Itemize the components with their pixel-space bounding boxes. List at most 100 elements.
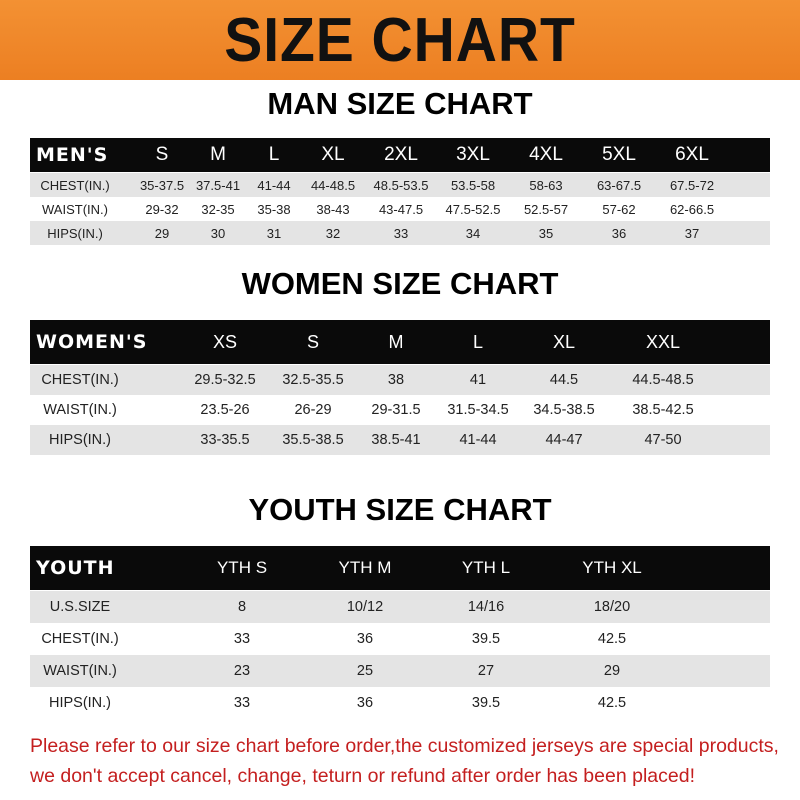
- table-cell: 41: [469, 372, 487, 388]
- row-label: HIPS(IN.): [48, 695, 112, 711]
- table-cell: 27: [477, 663, 495, 679]
- size-header: S: [306, 331, 320, 352]
- row-label: HIPS(IN.): [47, 225, 103, 241]
- table-row: CHEST(IN.) 29.5-32.5 32.5-35.5 38 41 44.5 44.5…: [30, 365, 770, 395]
- women-title: WOMEN SIZE CHART: [241, 266, 559, 301]
- row-label: CHEST(IN.): [41, 631, 119, 647]
- row-label: U.S.SIZE: [49, 599, 111, 615]
- table-cell: 10/12: [346, 599, 384, 615]
- table-cell: 14/16: [467, 599, 505, 615]
- table-cell: 37: [684, 225, 700, 241]
- table-row: HIPS(IN.) 33 36 39.5 42.5: [30, 687, 770, 719]
- table-cell: 33-35.5: [200, 432, 250, 448]
- table-cell: 47-50: [644, 432, 682, 448]
- table-cell: 35-38: [257, 201, 291, 217]
- table-cell: 33: [233, 695, 251, 711]
- table-cell: 32-35: [201, 201, 235, 217]
- table-cell: 31.5-34.5: [447, 402, 509, 418]
- table-cell: 42.5: [597, 631, 627, 647]
- table-cell: 23: [233, 663, 251, 679]
- men-title: MAN SIZE CHART: [267, 86, 533, 121]
- table-cell: 52.5-57: [523, 201, 569, 217]
- table-cell: 32: [325, 225, 341, 241]
- table-cell: 37.5-41: [195, 177, 241, 193]
- size-header: S: [155, 144, 169, 165]
- header-label: WOMEN'S: [36, 331, 148, 353]
- row-label: WAIST(IN.): [42, 201, 108, 217]
- table-cell: 29: [603, 663, 621, 679]
- table-cell: 44-47: [545, 432, 583, 448]
- table-row: WAIST(IN.) 23.5-26 26-29 29-31.5 31.5-34.5 34…: [30, 395, 770, 425]
- table-cell: 29-32: [145, 201, 179, 217]
- row-label: WAIST(IN.): [43, 402, 117, 418]
- table-cell: 48.5-53.5: [373, 177, 429, 193]
- banner-title: SIZE CHART: [224, 5, 576, 75]
- table-cell: 58-63: [529, 177, 563, 193]
- size-header: XL: [321, 144, 345, 165]
- header-row: YOUTH YTH S YTH M YTH L YTH XL: [30, 546, 770, 590]
- table-cell: 34: [465, 225, 481, 241]
- size-header: YTH M: [338, 558, 392, 577]
- size-header: M: [388, 331, 404, 352]
- table-cell: 35-37.5: [139, 177, 185, 193]
- table-cell: 29.5-32.5: [194, 372, 256, 388]
- table-cell: 32.5-35.5: [282, 372, 344, 388]
- table-cell: 62-66.5: [669, 201, 715, 217]
- table-row: HIPS(IN.) 29 30 31 32 33 34 35 36 37: [30, 221, 770, 245]
- table-cell: 44-48.5: [310, 177, 356, 193]
- row-label: CHEST(IN.): [40, 177, 110, 193]
- table-cell: 36: [611, 225, 627, 241]
- header-label: YOUTH: [36, 557, 115, 579]
- size-header: 2XL: [384, 144, 418, 165]
- table-cell: 36: [356, 695, 374, 711]
- header-label: MEN'S: [36, 144, 109, 166]
- table-cell: 39.5: [471, 695, 501, 711]
- table-cell: 38-43: [316, 201, 350, 217]
- header-row: MEN'S S M L XL 2XL 3XL 4XL 5XL 6XL: [30, 138, 770, 172]
- size-header: 6XL: [675, 144, 709, 165]
- size-header: 4XL: [529, 144, 563, 165]
- table-row: U.S.SIZE 8 10/12 14/16 18/20: [30, 591, 770, 623]
- size-header: YTH S: [216, 558, 268, 577]
- banner: SIZE CHART: [0, 0, 800, 80]
- row-label: CHEST(IN.): [41, 372, 119, 388]
- size-header: YTH XL: [582, 558, 642, 577]
- table-cell: 39.5: [471, 631, 501, 647]
- table-row: WAIST(IN.) 29-32 32-35 35-38 38-43 43-47.5 47.…: [30, 197, 770, 221]
- table-cell: 30: [210, 225, 226, 241]
- table-cell: 57-62: [602, 201, 636, 217]
- table-cell: 47.5-52.5: [445, 201, 501, 217]
- size-header: 5XL: [602, 144, 636, 165]
- table-cell: 41-44: [257, 177, 291, 193]
- table-cell: 31: [266, 225, 282, 241]
- table-cell: 23.5-26: [200, 402, 250, 418]
- table-row: CHEST(IN.) 33 36 39.5 42.5: [30, 623, 770, 655]
- size-header: 3XL: [456, 144, 490, 165]
- table-cell: 42.5: [597, 695, 627, 711]
- size-header: YTH L: [461, 558, 511, 577]
- table-cell: 29-31.5: [371, 402, 421, 418]
- table-row: HIPS(IN.) 33-35.5 35.5-38.5 38.5-41 41-44 44-…: [30, 425, 770, 455]
- table-cell: 26-29: [294, 402, 332, 418]
- table-cell: 38.5-42.5: [632, 402, 694, 418]
- table-cell: 38.5-41: [371, 432, 421, 448]
- table-cell: 35: [538, 225, 554, 241]
- table-cell: 38: [387, 372, 405, 388]
- table-cell: 25: [356, 663, 374, 679]
- table-cell: 63-67.5: [596, 177, 642, 193]
- row-label: WAIST(IN.): [43, 663, 117, 679]
- table-cell: 8: [237, 599, 247, 615]
- size-header: L: [268, 144, 280, 165]
- header-row: WOMEN'S XS S M L XL XXL: [30, 320, 770, 364]
- row-label: HIPS(IN.): [48, 432, 112, 448]
- table-cell: 33: [233, 631, 251, 647]
- table-cell: 41-44: [459, 432, 497, 448]
- youth-title: YOUTH SIZE CHART: [248, 492, 552, 527]
- table-cell: 44.5-48.5: [632, 372, 694, 388]
- table-cell: 44.5: [549, 372, 579, 388]
- size-header: L: [472, 331, 484, 352]
- table-cell: 43-47.5: [378, 201, 424, 217]
- size-header: M: [210, 144, 226, 165]
- note-line-1: Please refer to our size chart before or…: [30, 735, 779, 757]
- table-cell: 29: [154, 225, 170, 241]
